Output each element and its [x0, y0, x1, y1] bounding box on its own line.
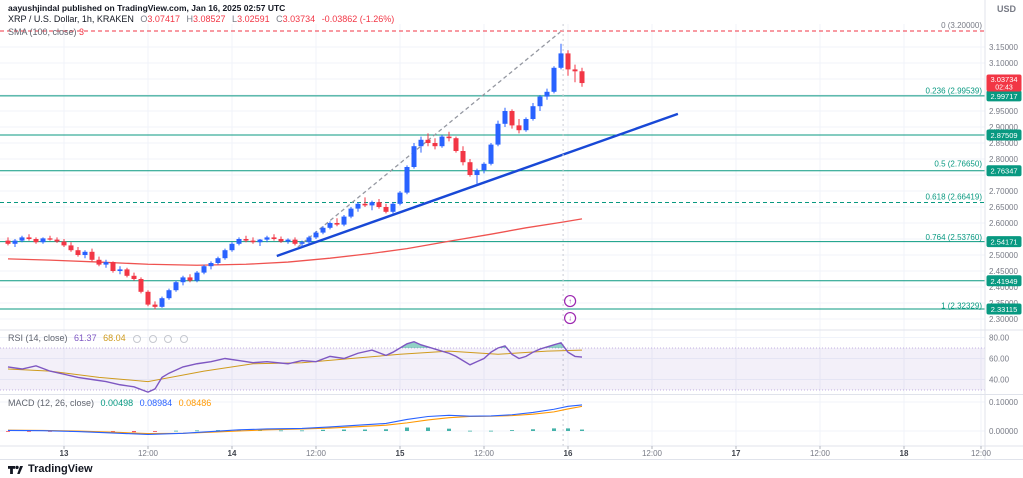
ohlc-close-label: C — [276, 14, 283, 24]
svg-text:17: 17 — [732, 449, 741, 458]
svg-text:1 (2.32329): 1 (2.32329) — [941, 302, 982, 311]
macd-layer — [6, 404, 584, 436]
svg-text:12:00: 12:00 — [474, 449, 495, 458]
time-axis[interactable]: 13 12:00 14 12:00 15 12:00 16 12:00 17 12:00 18 12:… — [60, 446, 992, 458]
svg-text:2.33115: 2.33115 — [991, 305, 1018, 314]
svg-text:12:00: 12:00 — [810, 449, 831, 458]
svg-text:3.15000: 3.15000 — [989, 43, 1018, 52]
attribution: aayushjindal published on TradingView.co… — [8, 3, 286, 13]
frame-layer — [0, 0, 1023, 460]
svg-text:2.95000: 2.95000 — [989, 107, 1018, 116]
ohlc-low-label: L — [232, 14, 238, 24]
svg-text:2.99717: 2.99717 — [990, 92, 1017, 101]
svg-text:2.87509: 2.87509 — [990, 131, 1017, 140]
svg-text:2.80000: 2.80000 — [989, 155, 1018, 164]
rsi-layer — [0, 340, 985, 393]
svg-text:2.45000: 2.45000 — [989, 267, 1018, 276]
ohlc-low-value: 3.02591 — [237, 14, 270, 24]
svg-text:3.10000: 3.10000 — [989, 59, 1018, 68]
svg-text:2.40000: 2.40000 — [989, 283, 1018, 292]
macd-legend[interactable]: MACD (12, 26, close) 0.00498 0.08984 0.0… — [8, 398, 211, 408]
sma-legend[interactable]: SMA (100, close) 3 — [8, 27, 84, 37]
svg-text:12:00: 12:00 — [138, 449, 159, 458]
svg-text:02:43: 02:43 — [995, 85, 1013, 92]
levels-layer: 0 (3.20000) 0.236 (2.99539) 0.5 (2.76650) 0… — [0, 21, 985, 311]
svg-text:0.00000: 0.00000 — [989, 427, 1018, 436]
svg-text:16: 16 — [564, 449, 573, 458]
svg-text:14: 14 — [228, 449, 237, 458]
sma-legend-value: 3 — [79, 27, 85, 37]
currency-label: USD — [996, 4, 1016, 14]
svg-text:0.236 (2.99539): 0.236 (2.99539) — [926, 86, 983, 95]
rsi-legend[interactable]: RSI (14, close) 61.37 68.04 — [8, 333, 188, 343]
legend-plot-dot-icon — [148, 334, 157, 343]
rsi-ma-value: 68.04 — [103, 333, 126, 343]
svg-text:0 (3.20000): 0 (3.20000) — [941, 21, 982, 30]
sma-legend-label: SMA (100, close) — [8, 27, 77, 37]
svg-text:0.618 (2.66419): 0.618 (2.66419) — [926, 192, 983, 201]
svg-text:2.70000: 2.70000 — [989, 187, 1018, 196]
svg-text:0.10000: 0.10000 — [989, 398, 1018, 407]
brand-name[interactable]: TradingView — [28, 463, 93, 475]
svg-text:↓: ↓ — [568, 316, 572, 323]
svg-text:12:00: 12:00 — [971, 449, 992, 458]
svg-text:12:00: 12:00 — [306, 449, 327, 458]
legend-plot-dot-icon — [133, 334, 142, 343]
svg-text:2.60000: 2.60000 — [989, 219, 1018, 228]
footer-bar: TradingView — [0, 460, 1023, 478]
ohlc-open-label: O — [140, 14, 148, 24]
svg-text:2.50000: 2.50000 — [989, 251, 1018, 260]
legend-plot-dot-icon — [164, 334, 173, 343]
svg-text:0.5 (2.76650): 0.5 (2.76650) — [934, 160, 982, 169]
ohlc-open-value: 3.07417 — [147, 14, 180, 24]
chart-canvas[interactable]: 0 (3.20000) 0.236 (2.99539) 0.5 (2.76650) 0… — [0, 0, 1023, 460]
ohlc-high-value: 3.08527 — [192, 14, 226, 24]
svg-text:3.03734: 3.03734 — [990, 75, 1017, 84]
svg-text:2.54171: 2.54171 — [990, 238, 1017, 247]
tradingview-logo-icon[interactable] — [8, 462, 23, 477]
macd-signal-value: 0.08486 — [178, 398, 212, 408]
legend-plot-dot-icon — [179, 334, 188, 343]
macd-hist-value: 0.00498 — [100, 398, 134, 408]
candles-layer — [5, 43, 585, 310]
svg-text:13: 13 — [60, 449, 69, 458]
annotations-layer: ↑↓ — [563, 294, 577, 325]
svg-text:2.90000: 2.90000 — [989, 123, 1018, 132]
svg-text:2.85000: 2.85000 — [989, 139, 1018, 148]
svg-text:80.00: 80.00 — [989, 334, 1010, 343]
rsi-legend-value: 61.37 — [74, 333, 97, 343]
price-axis[interactable]: 3.15000 3.10000 2.95000 2.90000 2.85000 2.800… — [986, 43, 1022, 436]
svg-text:15: 15 — [396, 449, 405, 458]
svg-text:60.00: 60.00 — [989, 355, 1010, 364]
svg-text:18: 18 — [900, 449, 909, 458]
symbol-title: XRP / U.S. Dollar, 1h, KRAKEN — [8, 14, 134, 24]
svg-text:0.764 (2.53760): 0.764 (2.53760) — [926, 233, 983, 242]
symbol-legend[interactable]: XRP / U.S. Dollar, 1h, KRAKEN O3.07417 H… — [8, 14, 394, 24]
svg-text:2.76347: 2.76347 — [990, 167, 1017, 176]
svg-text:12:00: 12:00 — [642, 449, 663, 458]
change-value: -0.03862 (-1.26%) — [321, 14, 395, 24]
svg-text:↑: ↑ — [568, 299, 572, 306]
rsi-legend-label: RSI (14, close) — [8, 333, 68, 343]
svg-text:2.65000: 2.65000 — [989, 203, 1018, 212]
svg-text:2.30000: 2.30000 — [989, 315, 1018, 324]
ohlc-close-value: 3.03734 — [282, 14, 316, 24]
svg-text:40.00: 40.00 — [989, 376, 1010, 385]
svg-text:2.35000: 2.35000 — [989, 299, 1018, 308]
macd-line-value: 0.08984 — [139, 398, 173, 408]
macd-legend-label: MACD (12, 26, close) — [8, 398, 95, 408]
svg-text:2.41949: 2.41949 — [990, 277, 1017, 286]
ohlc-high-label: H — [186, 14, 193, 24]
